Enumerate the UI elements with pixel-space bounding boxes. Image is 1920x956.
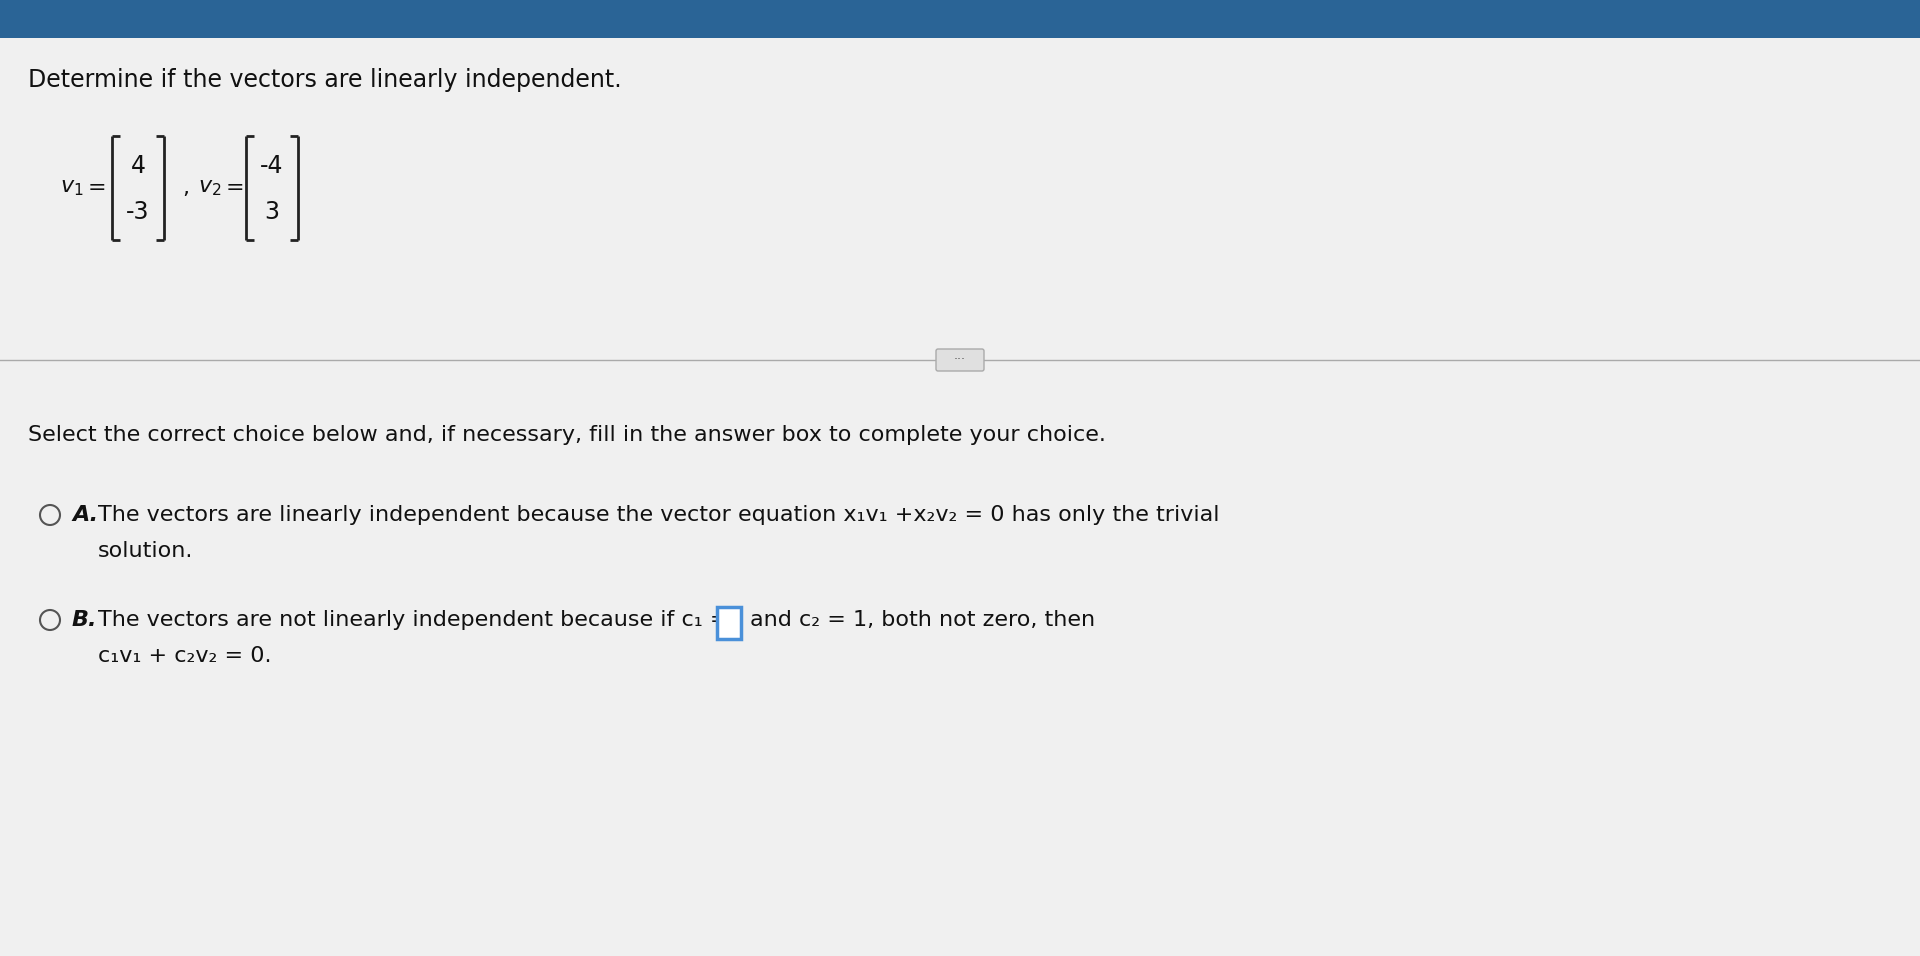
Text: c₁v₁ + c₂v₂ = 0.: c₁v₁ + c₂v₂ = 0. bbox=[98, 646, 271, 666]
FancyBboxPatch shape bbox=[716, 607, 741, 639]
FancyBboxPatch shape bbox=[0, 0, 1920, 38]
Text: 3: 3 bbox=[265, 200, 280, 224]
Text: =: = bbox=[88, 178, 108, 198]
Text: solution.: solution. bbox=[98, 541, 194, 561]
Text: ,: , bbox=[182, 178, 188, 198]
Text: and c₂ = 1, both not zero, then: and c₂ = 1, both not zero, then bbox=[751, 610, 1094, 630]
Text: The vectors are linearly independent because the vector equation x₁v₁ +x₂v₂ = 0 : The vectors are linearly independent bec… bbox=[98, 505, 1219, 525]
Text: $v_2$: $v_2$ bbox=[198, 178, 221, 198]
Text: ···: ··· bbox=[954, 354, 966, 366]
Text: -3: -3 bbox=[127, 200, 150, 224]
Text: 4: 4 bbox=[131, 154, 146, 178]
Text: The vectors are not linearly independent because if c₁ =: The vectors are not linearly independent… bbox=[98, 610, 728, 630]
Text: A.: A. bbox=[73, 505, 98, 525]
Text: B.: B. bbox=[73, 610, 98, 630]
Text: -4: -4 bbox=[261, 154, 284, 178]
Circle shape bbox=[40, 505, 60, 525]
Text: $v_1$: $v_1$ bbox=[60, 178, 84, 198]
FancyBboxPatch shape bbox=[0, 38, 1920, 956]
Text: =: = bbox=[227, 178, 244, 198]
Text: Determine if the vectors are linearly independent.: Determine if the vectors are linearly in… bbox=[29, 68, 622, 92]
Circle shape bbox=[40, 610, 60, 630]
Text: Select the correct choice below and, if necessary, fill in the answer box to com: Select the correct choice below and, if … bbox=[29, 425, 1106, 445]
FancyBboxPatch shape bbox=[937, 349, 983, 371]
